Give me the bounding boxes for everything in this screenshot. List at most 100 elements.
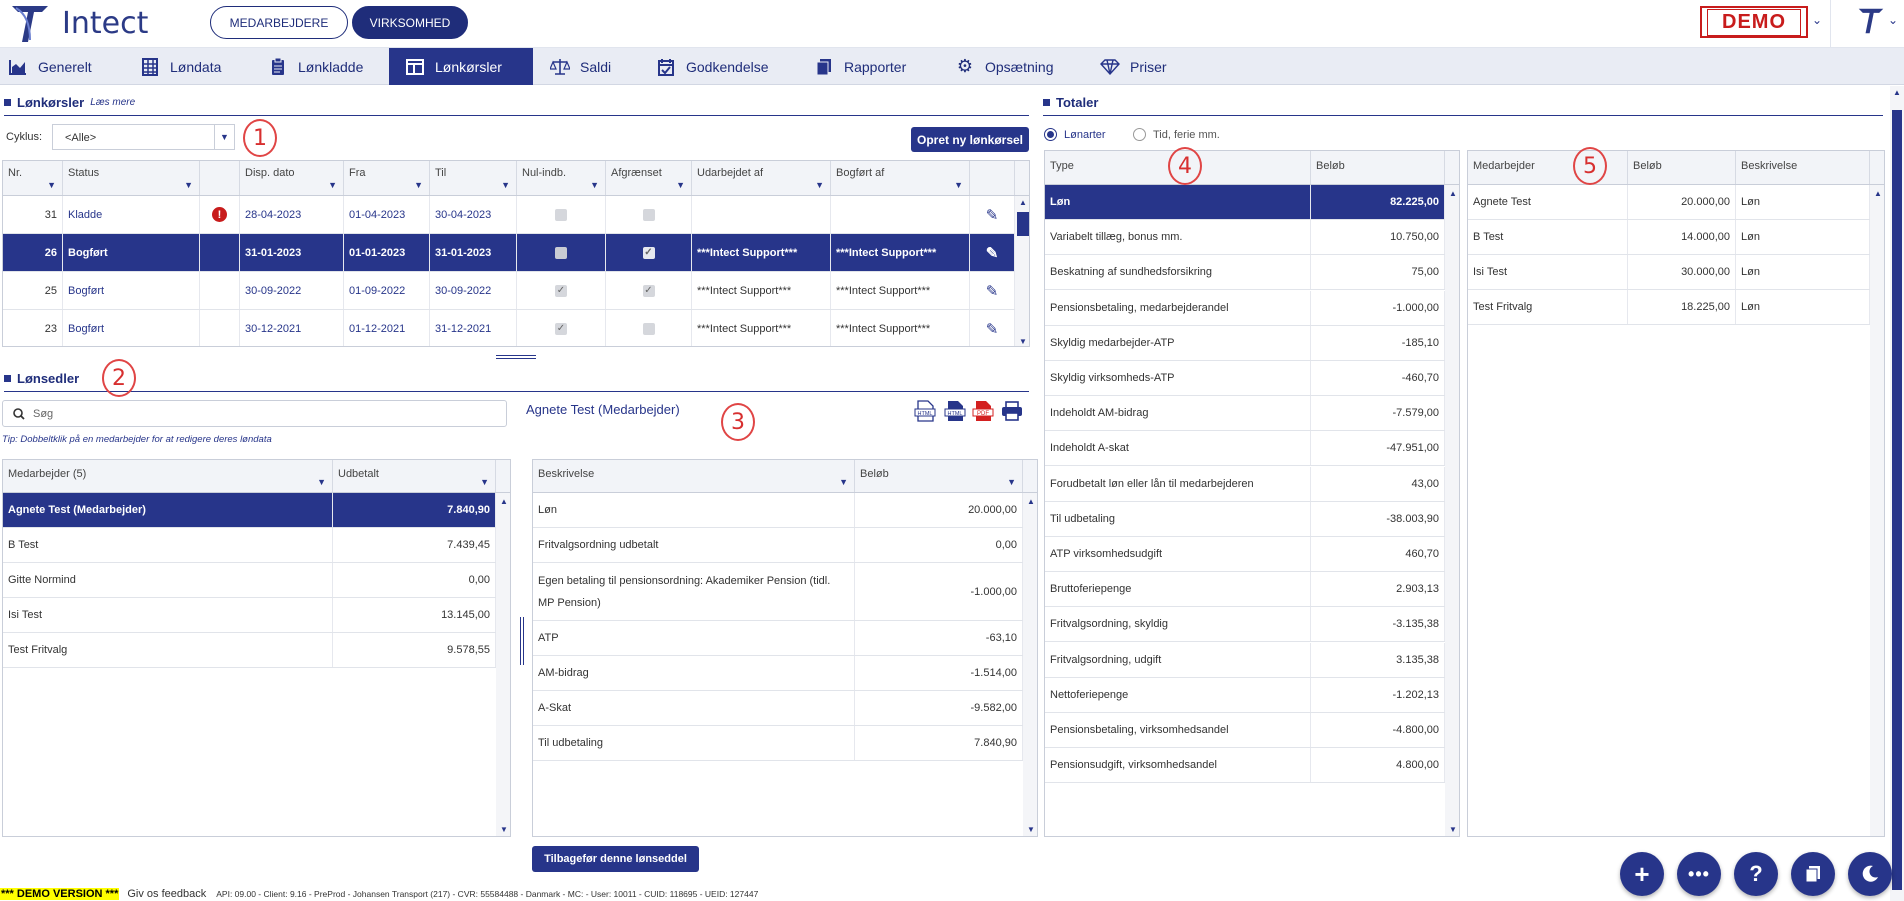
- radio-tid-ferie[interactable]: Tid, ferie mm.: [1133, 128, 1220, 141]
- tab-godkendelse[interactable]: Godkendelse: [656, 48, 796, 85]
- radio-lonarter[interactable]: Lønarter: [1044, 128, 1106, 141]
- feedback-link[interactable]: Giv os feedback: [127, 888, 207, 900]
- payslip-line-row[interactable]: ATP -63,10: [533, 621, 1023, 656]
- copy-button[interactable]: [1791, 852, 1835, 896]
- filter-icon[interactable]: ▼: [184, 180, 193, 190]
- payslip-line-row[interactable]: Til udbetaling 7.840,90: [533, 726, 1023, 761]
- scroll-down-icon[interactable]: ▼: [1027, 825, 1035, 834]
- payslip-row[interactable]: Agnete Test (Medarbejder) 7.840,90: [3, 493, 496, 528]
- payslips-scrollbar[interactable]: ▲ ▼: [496, 493, 510, 836]
- splitter-handle[interactable]: [520, 617, 524, 665]
- toggle-medarbejdere-button[interactable]: MEDARBEJDERE: [210, 6, 348, 39]
- edit-button[interactable]: ✎: [970, 272, 1015, 309]
- page-scrollbar[interactable]: ▲: [1890, 86, 1904, 901]
- filter-icon[interactable]: ▼: [839, 477, 848, 487]
- totals-scrollbar[interactable]: ▲ ▼: [1445, 185, 1459, 836]
- filter-icon[interactable]: ▼: [47, 180, 56, 190]
- chevron-down-icon[interactable]: ⌄: [1888, 13, 1899, 27]
- scroll-up-icon[interactable]: ▲: [1893, 88, 1901, 97]
- scroll-down-icon[interactable]: ▼: [500, 825, 508, 834]
- help-button[interactable]: ?: [1734, 852, 1778, 896]
- print-icon[interactable]: [1001, 401, 1023, 421]
- col-status-header[interactable]: Status ▼: [63, 161, 200, 195]
- caret-down-icon[interactable]: ▼: [214, 125, 234, 149]
- totals-row[interactable]: ATP virksomhedsudgift 460,70: [1045, 537, 1445, 572]
- col-nul-header[interactable]: Nul-indb. ▼: [517, 161, 606, 195]
- tab-londata[interactable]: Løndata: [140, 48, 250, 85]
- col-amount-header[interactable]: Beløb: [1628, 151, 1736, 184]
- col-udarb-header[interactable]: Udarbejdet af ▼: [692, 161, 831, 195]
- html-alt-icon[interactable]: HTML: [944, 400, 966, 422]
- breakdown-row[interactable]: Test Fritvalg 18.225,00 Løn: [1468, 290, 1870, 325]
- scroll-up-icon[interactable]: ▲: [1027, 497, 1035, 506]
- totals-row[interactable]: Fritvalgsordning, skyldig -3.135,38: [1045, 607, 1445, 643]
- edit-button[interactable]: ✎: [970, 234, 1015, 271]
- totals-row[interactable]: Pensionsudgift, virksomhedsandel 4.800,00: [1045, 748, 1445, 784]
- filter-icon[interactable]: ▼: [1007, 477, 1016, 487]
- col-employee-header[interactable]: Medarbejder: [1468, 151, 1628, 184]
- user-menu-logo-icon[interactable]: [1856, 6, 1886, 36]
- col-amount-header[interactable]: Beløb ▼: [855, 460, 1023, 492]
- cycle-select[interactable]: <Alle> ▼: [52, 124, 235, 150]
- totals-row[interactable]: Skyldig virksomheds-ATP -460,70: [1045, 361, 1445, 396]
- edit-button[interactable]: ✎: [970, 310, 1015, 346]
- filter-icon[interactable]: ▼: [414, 180, 423, 190]
- splitter-handle[interactable]: [496, 355, 536, 359]
- chevron-down-icon[interactable]: ⌄: [1812, 13, 1823, 27]
- new-payrun-button[interactable]: Opret ny lønkørsel: [911, 127, 1029, 152]
- demo-badge[interactable]: DEMO: [1700, 6, 1808, 38]
- scroll-thumb[interactable]: [1892, 110, 1902, 890]
- payslip-line-row[interactable]: AM-bidrag -1.514,00: [533, 656, 1023, 691]
- tab-opsaetning[interactable]: ⚙ Opsætning: [955, 48, 1085, 85]
- payslip-line-row[interactable]: Egen betaling til pensionsordning: Akade…: [533, 563, 1023, 621]
- pdf-icon[interactable]: PDF: [972, 400, 994, 422]
- scroll-up-icon[interactable]: ▲: [500, 497, 508, 506]
- more-button[interactable]: •••: [1677, 852, 1721, 896]
- payslip-line-row[interactable]: Fritvalgsordning udbetalt 0,00: [533, 528, 1023, 563]
- revert-payslip-button[interactable]: Tilbagefør denne lønseddel: [532, 846, 699, 872]
- payruns-scrollbar[interactable]: ▲ ▼: [1015, 196, 1029, 346]
- scroll-up-icon[interactable]: ▲: [1874, 189, 1882, 198]
- toggle-virksomhed-button[interactable]: VIRKSOMHED: [352, 6, 468, 39]
- totals-row[interactable]: Skyldig medarbejder-ATP -185,10: [1045, 325, 1445, 361]
- totals-row[interactable]: Pensionsbetaling, virksomhedsandel -4.800…: [1045, 713, 1445, 748]
- breakdown-row[interactable]: B Test 14.000,00 Løn: [1468, 220, 1870, 255]
- scroll-up-icon[interactable]: ▲: [1449, 189, 1457, 198]
- totals-row[interactable]: Løn 82.225,00: [1045, 185, 1445, 220]
- col-bogf-header[interactable]: Bogført af ▼: [831, 161, 970, 195]
- html-icon[interactable]: HTML: [914, 400, 936, 422]
- read-more-link[interactable]: Læs mere: [90, 97, 136, 108]
- payslip-row[interactable]: Test Fritvalg 9.578,55: [3, 633, 496, 668]
- payrun-row[interactable]: 26 Bogført 31-01-2023 01-01-2023 31-01-2023 ✓…: [3, 234, 1015, 272]
- col-til-header[interactable]: Til ▼: [430, 161, 517, 195]
- payslip-row[interactable]: Gitte Normind 0,00: [3, 563, 496, 598]
- tab-saldi[interactable]: Saldi: [550, 48, 650, 85]
- col-description-header[interactable]: Beskrivelse: [1736, 151, 1870, 184]
- totals-row[interactable]: Nettoferiepenge -1.202,13: [1045, 677, 1445, 713]
- edit-button[interactable]: ✎: [970, 196, 1015, 233]
- col-fra-header[interactable]: Fra ▼: [344, 161, 430, 195]
- totals-row[interactable]: Forudbetalt løn eller lån til medarbejde…: [1045, 466, 1445, 502]
- scroll-down-icon[interactable]: ▼: [1019, 337, 1027, 346]
- filter-icon[interactable]: ▼: [501, 180, 510, 190]
- payrun-row[interactable]: 23 Bogført 30-12-2021 01-12-2021 31-12-2021 ✓…: [3, 310, 1015, 346]
- filter-icon[interactable]: ▼: [317, 477, 326, 487]
- tab-priser[interactable]: Priser: [1100, 48, 1210, 85]
- totals-row[interactable]: Beskatning af sundhedsforsikring 75,00: [1045, 255, 1445, 291]
- breakdown-row[interactable]: Isi Test 30.000,00 Løn: [1468, 255, 1870, 290]
- col-disp-header[interactable]: Disp. dato ▼: [240, 161, 344, 195]
- payslip-row[interactable]: B Test 7.439,45: [3, 528, 496, 563]
- payslip-line-row[interactable]: A-Skat -9.582,00: [533, 691, 1023, 726]
- col-afg-header[interactable]: Afgrænset ▼: [606, 161, 692, 195]
- col-nr-header[interactable]: Nr. ▼: [3, 161, 63, 195]
- col-type-header[interactable]: Type: [1045, 151, 1311, 184]
- dark-mode-button[interactable]: [1848, 852, 1892, 896]
- filter-icon[interactable]: ▼: [328, 180, 337, 190]
- col-amount-header[interactable]: Beløb: [1311, 151, 1445, 184]
- payslip-detail-scrollbar[interactable]: ▲ ▼: [1023, 493, 1037, 836]
- tab-generelt[interactable]: Generelt: [0, 48, 120, 85]
- filter-icon[interactable]: ▼: [590, 180, 599, 190]
- tab-lonkladde[interactable]: Lønkladde: [268, 48, 388, 85]
- add-button[interactable]: +: [1620, 852, 1664, 896]
- totals-row[interactable]: Indeholdt A-skat -47.951,00: [1045, 431, 1445, 467]
